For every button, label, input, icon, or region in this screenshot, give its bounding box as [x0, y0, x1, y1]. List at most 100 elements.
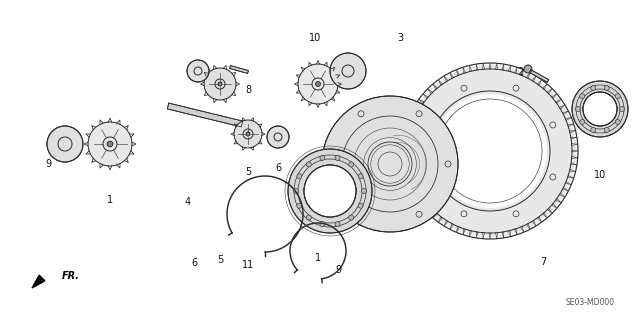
Polygon shape [456, 70, 460, 76]
Text: 2: 2 [517, 67, 523, 77]
Polygon shape [409, 182, 415, 185]
Polygon shape [489, 233, 491, 239]
Polygon shape [538, 217, 541, 222]
Circle shape [294, 189, 298, 194]
Polygon shape [572, 150, 578, 152]
Circle shape [204, 68, 236, 100]
Circle shape [524, 65, 532, 73]
Polygon shape [556, 99, 561, 104]
Text: 1: 1 [107, 195, 113, 205]
Polygon shape [483, 63, 484, 69]
Text: 8: 8 [245, 85, 251, 95]
Circle shape [358, 203, 363, 208]
Polygon shape [565, 117, 572, 121]
Polygon shape [552, 94, 557, 99]
Circle shape [349, 162, 354, 167]
Polygon shape [563, 187, 568, 191]
Polygon shape [32, 275, 45, 288]
Polygon shape [230, 66, 248, 73]
Polygon shape [412, 111, 417, 115]
Text: 6: 6 [191, 258, 197, 268]
Circle shape [297, 203, 302, 208]
Text: 10: 10 [309, 33, 321, 43]
Polygon shape [415, 105, 420, 109]
Polygon shape [532, 220, 536, 226]
Polygon shape [428, 89, 433, 94]
Polygon shape [403, 137, 409, 139]
Circle shape [47, 126, 83, 162]
Polygon shape [450, 224, 454, 229]
Circle shape [358, 174, 363, 179]
Polygon shape [433, 213, 438, 218]
Polygon shape [568, 124, 573, 127]
Polygon shape [556, 198, 561, 203]
Polygon shape [419, 198, 424, 203]
Polygon shape [515, 67, 517, 73]
Polygon shape [403, 163, 409, 165]
Circle shape [320, 155, 325, 160]
Circle shape [335, 222, 340, 226]
Polygon shape [565, 182, 572, 185]
Polygon shape [502, 64, 504, 70]
Polygon shape [495, 233, 497, 239]
Polygon shape [423, 94, 428, 99]
Circle shape [580, 119, 585, 124]
Polygon shape [547, 208, 552, 213]
Circle shape [304, 165, 356, 217]
Polygon shape [470, 231, 472, 237]
Polygon shape [167, 103, 243, 127]
Circle shape [187, 60, 209, 82]
Polygon shape [526, 73, 530, 78]
Polygon shape [572, 157, 578, 159]
Text: 6: 6 [275, 163, 281, 173]
Polygon shape [547, 89, 552, 94]
Polygon shape [543, 84, 547, 89]
Polygon shape [529, 70, 548, 82]
Text: 3: 3 [397, 33, 403, 43]
Text: 5: 5 [245, 167, 251, 177]
Polygon shape [476, 232, 478, 238]
Text: 5: 5 [217, 255, 223, 265]
Circle shape [288, 149, 372, 233]
Polygon shape [508, 231, 511, 237]
Polygon shape [404, 169, 410, 172]
Polygon shape [559, 105, 565, 109]
Circle shape [307, 162, 311, 167]
Text: 4: 4 [185, 197, 191, 207]
Polygon shape [483, 233, 484, 239]
Circle shape [362, 189, 367, 194]
Circle shape [218, 82, 222, 86]
Polygon shape [444, 76, 448, 82]
Circle shape [620, 107, 625, 112]
Polygon shape [402, 150, 408, 152]
Text: 11: 11 [242, 260, 254, 270]
Circle shape [575, 107, 580, 112]
Circle shape [591, 127, 596, 132]
Polygon shape [419, 99, 424, 104]
Polygon shape [571, 137, 577, 139]
Polygon shape [570, 169, 575, 172]
Circle shape [320, 222, 325, 226]
Polygon shape [423, 204, 428, 208]
Polygon shape [552, 204, 557, 208]
Polygon shape [502, 232, 504, 238]
Circle shape [604, 85, 609, 91]
Polygon shape [433, 84, 438, 89]
Polygon shape [456, 226, 460, 232]
Polygon shape [403, 144, 408, 145]
Circle shape [615, 119, 620, 124]
Polygon shape [409, 117, 415, 121]
Polygon shape [526, 224, 530, 229]
Polygon shape [563, 111, 568, 115]
Text: 7: 7 [540, 257, 546, 267]
Circle shape [580, 93, 585, 99]
Polygon shape [463, 67, 465, 73]
Polygon shape [403, 157, 408, 159]
Polygon shape [406, 124, 412, 127]
Polygon shape [438, 80, 443, 85]
Circle shape [404, 65, 576, 237]
Circle shape [108, 141, 113, 147]
Polygon shape [570, 130, 575, 133]
Text: 9: 9 [335, 265, 341, 275]
Circle shape [246, 132, 250, 136]
